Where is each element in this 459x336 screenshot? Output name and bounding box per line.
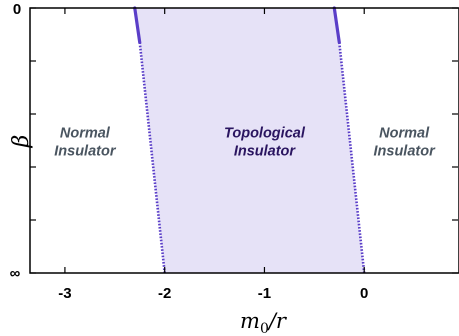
region-label-2: Normal Insulator [374,126,437,160]
topological-region-fill [134,8,365,273]
region-label-0: Normal Insulator [54,126,117,160]
x-tick-label: -2 [158,285,171,302]
left-boundary-solid [133,6,142,45]
right-boundary-dotted [337,42,366,274]
y-tick-label-top: 0 [13,1,21,18]
x-tick-label: -3 [58,285,71,302]
x-tick-label: 0 [360,285,368,302]
x-tick-label: -1 [258,285,271,302]
region-label-1: Topological Insulator [224,126,306,160]
y-axis-label: β [9,135,34,149]
right-boundary-solid [332,6,341,45]
plot-area: -3 -2 -1 0 0 ∞ β m0/r Normal Insulator Topological… [9,1,459,336]
left-boundary-dotted [138,42,166,274]
plot-frame [29,7,459,274]
x-axis-label: m0/r [240,309,288,336]
y-tick-label-bottom: ∞ [10,265,21,282]
